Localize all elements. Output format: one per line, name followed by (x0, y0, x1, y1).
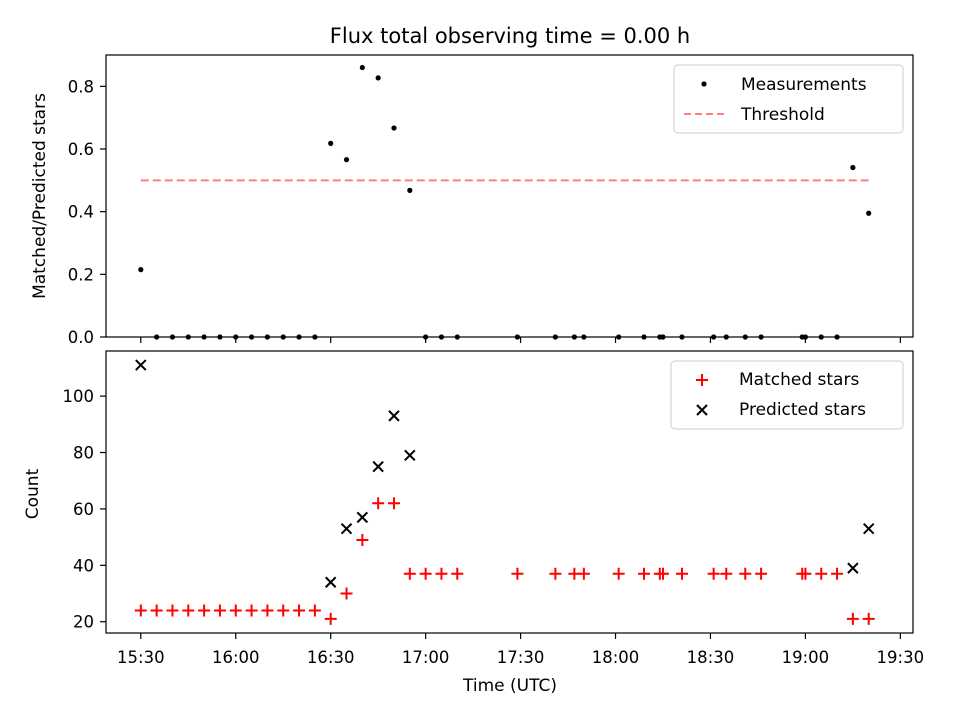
predicted-star-point (404, 449, 416, 462)
matched-star-point (638, 567, 650, 580)
matched-star-point (862, 612, 875, 625)
x-tick-label: 18:00 (592, 648, 640, 667)
matched-star-point (720, 567, 733, 580)
matched-star-point (198, 604, 211, 617)
top-panel: Flux total observing time = 0.00 h Match… (30, 24, 914, 347)
matched-star-point (435, 567, 448, 580)
x-tick-label: 19:30 (877, 648, 925, 667)
x-tick-label: 19:00 (782, 648, 830, 667)
matched-star-point (846, 612, 859, 625)
bottom-y-axis-title: Count (23, 468, 43, 519)
matched-star-point (213, 604, 226, 617)
top-chart-title: Flux total observing time = 0.00 h (330, 24, 690, 48)
matched-star-point (372, 497, 385, 510)
predicted-star-point (340, 522, 353, 535)
x-tick-label: 16:30 (307, 648, 355, 667)
legend-marker-matched (696, 374, 708, 386)
bottom-plot-area: 20 40 60 80 100 15:30 16:00 16:30 17:00 17:30 18:0… (63, 359, 925, 667)
x-tick-label: 15:30 (117, 648, 165, 667)
predicted-star-point (847, 562, 859, 574)
bottom-legend: Matched stars Predicted stars (670, 360, 904, 430)
top-plot-area: 0.0 0.2 0.4 0.6 0.8 (68, 64, 901, 347)
bottom-legend-box (670, 360, 904, 430)
x-axis-title: Time (UTC) (462, 676, 557, 696)
legend-label-predicted: Predicted stars (739, 400, 866, 420)
matched-star-point (739, 567, 752, 580)
predicted-star-point (862, 522, 875, 535)
predicted-star-point (388, 410, 400, 422)
matched-star-point (831, 567, 844, 580)
matched-star-point (245, 604, 258, 617)
matched-star-point (707, 567, 720, 580)
top-legend-box (673, 64, 904, 134)
measurement-point (866, 210, 872, 216)
matched-star-point (293, 604, 306, 617)
measurement-point (850, 164, 856, 171)
predicted-star-point (324, 576, 337, 588)
matched-star-point (277, 604, 290, 617)
measurement-point (138, 267, 144, 273)
top-y-tick-label: 0.0 (68, 328, 94, 347)
matched-star-point (511, 567, 524, 580)
top-y-axis-title: Matched/Predicted stars (30, 93, 50, 299)
bottom-y-tick-label: 60 (73, 500, 94, 519)
matched-star-point (229, 604, 242, 617)
matched-star-point (134, 604, 147, 617)
matched-star-point (308, 604, 321, 617)
x-tick-label: 16:00 (212, 648, 260, 667)
top-axes-frame (105, 54, 914, 338)
matched-star-point (324, 612, 337, 625)
legend-label-threshold: Threshold (740, 105, 825, 125)
bottom-y-tick-label: 40 (73, 556, 94, 575)
matched-star-point (166, 604, 179, 617)
legend-marker-measurements (701, 81, 707, 87)
matched-star-point (577, 567, 590, 580)
top-y-tick-label: 0.6 (68, 140, 94, 159)
legend-label-measurements: Measurements (741, 75, 867, 95)
top-legend: Measurements Threshold (673, 64, 904, 134)
x-tick-label: 17:00 (402, 648, 450, 667)
matched-star-point (356, 533, 369, 546)
measurement-point (375, 75, 381, 81)
matched-star-point (261, 604, 274, 617)
bottom-panel: Count Time (UTC) 20 40 60 80 100 15:30 16:00 16… (23, 350, 925, 696)
matched-star-point (182, 604, 195, 617)
matched-star-point (755, 567, 768, 580)
measurement-point (407, 187, 413, 193)
matched-star-point (403, 567, 416, 580)
predicted-star-point (372, 460, 384, 473)
measurement-point (391, 125, 397, 131)
matched-star-point (387, 497, 400, 510)
predicted-star-point (356, 511, 369, 524)
matched-star-point (815, 567, 828, 580)
x-tick-label: 18:30 (687, 648, 735, 667)
matched-star-point (612, 567, 625, 580)
bottom-axes-frame (105, 350, 914, 634)
legend-marker-predicted (696, 404, 708, 416)
matched-star-point (656, 567, 669, 580)
top-y-tick-label: 0.8 (68, 77, 94, 96)
matched-star-point (150, 604, 163, 617)
bottom-y-tick-label: 20 (73, 613, 94, 632)
measurement-point (328, 140, 334, 146)
matched-star-point (419, 567, 432, 580)
x-tick-label: 17:30 (497, 648, 545, 667)
matched-star-point (675, 567, 688, 580)
top-y-tick-label: 0.2 (68, 265, 94, 284)
bottom-y-tick-label: 100 (63, 387, 95, 406)
matched-star-point (340, 587, 353, 600)
predicted-star-point (135, 359, 147, 371)
legend-label-matched: Matched stars (739, 370, 859, 390)
top-y-tick-label: 0.4 (68, 203, 94, 222)
bottom-y-tick-label: 80 (73, 444, 94, 463)
measurement-point (343, 157, 350, 163)
matched-star-point (799, 567, 812, 580)
matched-star-point (549, 567, 562, 580)
matched-star-point (451, 567, 464, 580)
measurement-point (359, 64, 365, 71)
